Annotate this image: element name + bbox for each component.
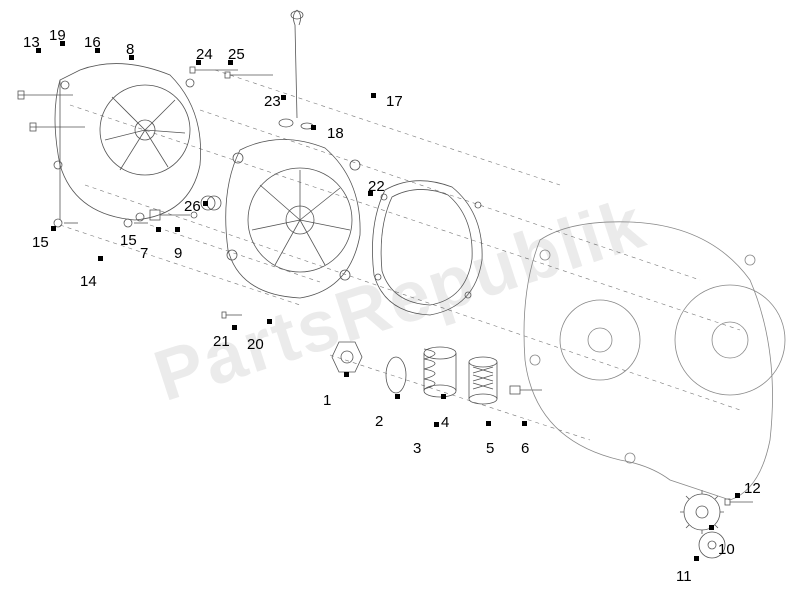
oil-plug-1 [330, 340, 364, 374]
callout-dot-19 [60, 41, 65, 46]
flywheel-cover [210, 130, 370, 310]
callout-dot-14 [98, 256, 103, 261]
callout-20: 20 [247, 336, 264, 353]
callout-11: 11 [676, 568, 692, 585]
callout-dot-7 [156, 227, 161, 232]
callout-6: 6 [521, 440, 529, 457]
filter-3 [420, 345, 460, 400]
cover-screw-long-2 [30, 120, 90, 134]
callout-7: 7 [140, 245, 148, 262]
crankcase [500, 210, 790, 510]
callout-1: 1 [323, 392, 331, 409]
callout-9: 9 [174, 245, 182, 262]
callout-18: 18 [327, 125, 344, 142]
mesh-filter-5 [465, 355, 501, 407]
callout-2: 2 [375, 413, 383, 430]
callout-dot-12 [735, 493, 740, 498]
washer-screw-15b [120, 215, 150, 231]
callout-10: 10 [718, 541, 735, 558]
callout-dot-5 [486, 421, 491, 426]
callout-dot-25 [228, 60, 233, 65]
callout-dot-13 [36, 48, 41, 53]
callout-5: 5 [486, 440, 494, 457]
screw-21 [222, 310, 244, 320]
callout-dot-21 [232, 325, 237, 330]
callout-dot-26 [203, 201, 208, 206]
callout-dot-8 [129, 55, 134, 60]
callout-23: 23 [264, 93, 281, 110]
callout-dot-24 [196, 60, 201, 65]
callout-dot-9 [175, 227, 180, 232]
callout-15b: 15 [120, 232, 137, 249]
callout-17: 17 [386, 93, 403, 110]
callout-dot-4 [441, 394, 446, 399]
gasket-22 [360, 175, 490, 325]
callout-dot-23 [281, 95, 286, 100]
callout-21: 21 [213, 333, 230, 350]
callout-dot-1 [344, 372, 349, 377]
callout-26: 26 [184, 198, 201, 215]
callout-dot-11 [694, 556, 699, 561]
callout-dot-20 [267, 319, 272, 324]
callout-4: 4 [441, 414, 449, 431]
callout-dot-6 [522, 421, 527, 426]
callout-3: 3 [413, 440, 421, 457]
screw-25 [225, 70, 275, 80]
callout-12: 12 [744, 480, 761, 497]
callout-15: 15 [32, 234, 49, 251]
dipstick [285, 10, 315, 125]
diagram-canvas: PartsRepublik [0, 0, 800, 600]
cover-screw-long [18, 88, 78, 102]
callout-dot-18 [311, 125, 316, 130]
oring-2 [383, 355, 409, 395]
callout-dot-3 [434, 422, 439, 427]
callout-dot-10 [709, 525, 714, 530]
callout-14: 14 [80, 273, 97, 290]
callout-dot-2 [395, 394, 400, 399]
callout-dot-17 [371, 93, 376, 98]
callout-dot-22 [368, 191, 373, 196]
callout-dot-15 [51, 226, 56, 231]
callout-dot-16 [95, 48, 100, 53]
